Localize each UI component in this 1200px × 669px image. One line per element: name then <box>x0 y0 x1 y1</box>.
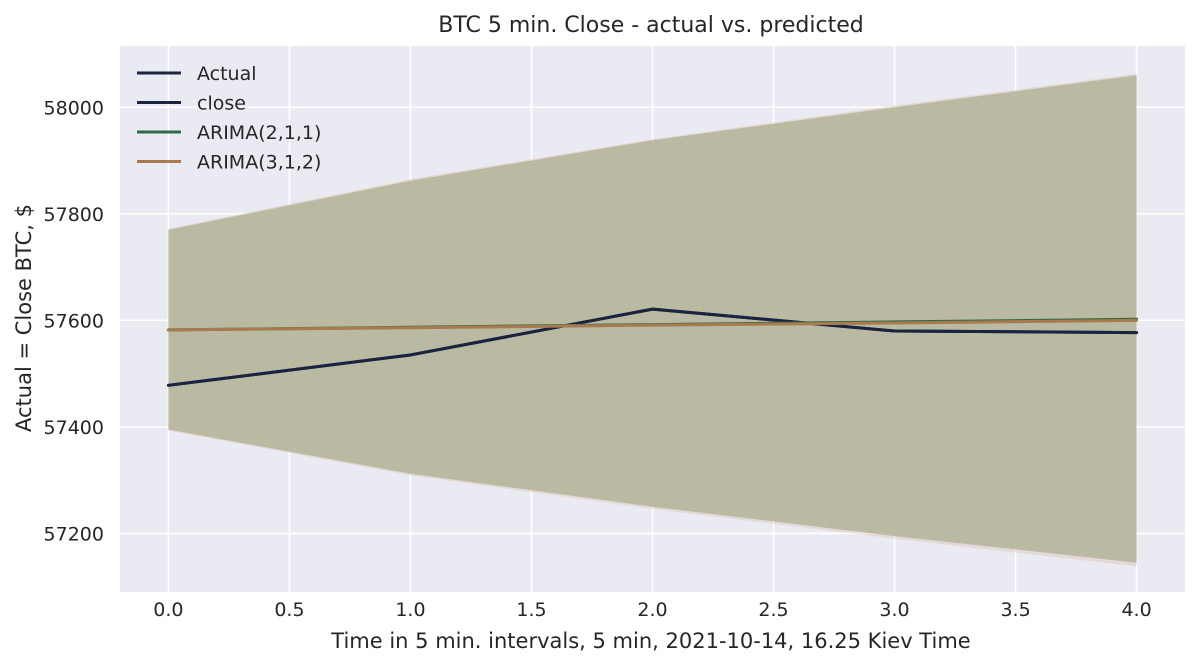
x-tick-label: 0.0 <box>153 599 183 621</box>
x-tick-label: 2.0 <box>637 599 667 621</box>
y-tick-label: 57600 <box>44 310 104 332</box>
y-axis-title: Actual = Close BTC, $ <box>12 204 36 432</box>
x-tick-label: 3.5 <box>1000 599 1030 621</box>
chart-title: BTC 5 min. Close - actual vs. predicted <box>438 13 863 38</box>
x-axis-title: Time in 5 min. intervals, 5 min, 2021-10… <box>330 629 970 653</box>
x-tick-labels: 0.0 0.5 1.0 1.5 2.0 2.5 3.0 3.5 4.0 <box>153 599 1151 621</box>
series-line <box>166 318 1139 332</box>
series-line <box>166 307 1139 387</box>
confidence-band <box>168 73 1137 567</box>
x-tick-label: 0.5 <box>274 599 304 621</box>
legend-label: Actual <box>197 63 257 85</box>
legend: Actual close ARIMA(2,1,1) ARIMA(3,1,2) <box>137 63 321 174</box>
series-lines <box>166 307 1139 387</box>
y-tick-label: 57800 <box>44 204 104 226</box>
y-tick-label: 57400 <box>44 417 104 439</box>
x-tick-label: 2.5 <box>758 599 788 621</box>
x-tick-label: 1.0 <box>395 599 425 621</box>
y-tick-labels: 57200 57400 57600 57800 58000 <box>44 97 104 545</box>
legend-label: ARIMA(2,1,1) <box>197 122 321 144</box>
legend-label: close <box>197 93 246 115</box>
x-tick-label: 1.5 <box>516 599 546 621</box>
y-tick-label: 57200 <box>44 523 104 545</box>
y-tick-label: 58000 <box>44 97 104 119</box>
x-tick-label: 4.0 <box>1121 599 1151 621</box>
confidence-bands <box>168 73 1137 567</box>
legend-label: ARIMA(3,1,2) <box>197 152 321 174</box>
confidence-band <box>168 75 1137 563</box>
x-tick-label: 3.0 <box>879 599 909 621</box>
